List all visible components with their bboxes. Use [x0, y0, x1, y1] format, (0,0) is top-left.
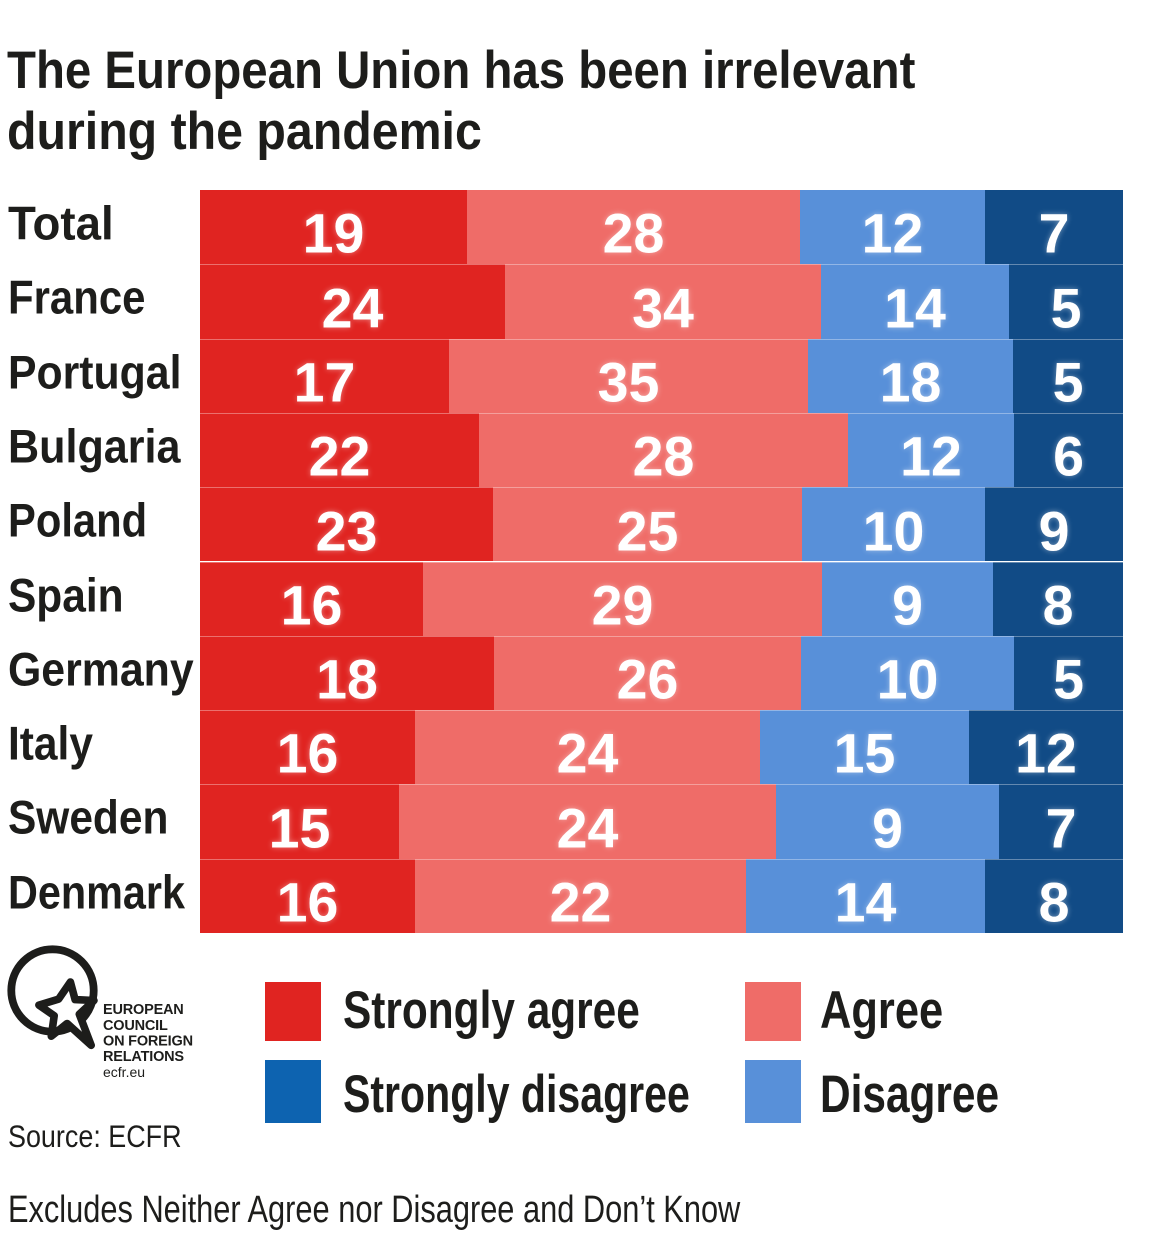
svg-text:RELATIONS: RELATIONS [103, 1049, 184, 1065]
svg-text:EUROPEAN: EUROPEAN [103, 1002, 184, 1018]
svg-text:COUNCIL: COUNCIL [103, 1018, 168, 1034]
svg-text:ON FOREIGN: ON FOREIGN [103, 1034, 193, 1050]
svg-text:ecfr.eu: ecfr.eu [103, 1064, 145, 1080]
